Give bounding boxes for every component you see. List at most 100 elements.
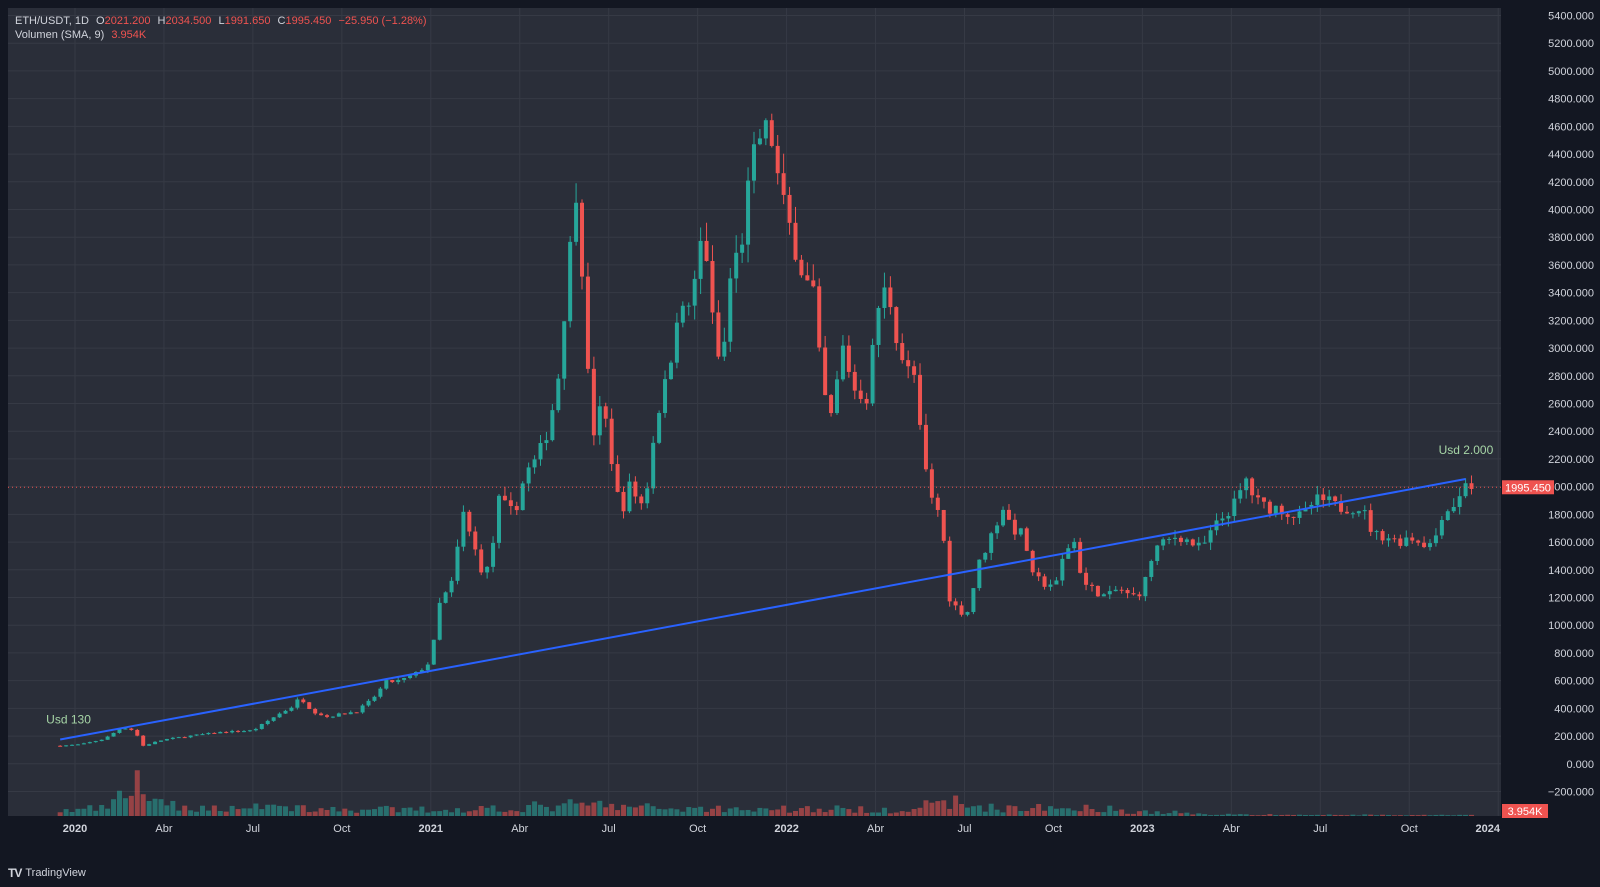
candle-body (301, 699, 306, 703)
candle-body (829, 395, 834, 414)
volume-bar (271, 804, 277, 816)
candle-body (93, 741, 98, 743)
time-tick-label: Oct (333, 823, 350, 835)
volume-bar (217, 810, 223, 816)
volume-bar (1380, 814, 1386, 816)
candle-body (989, 533, 994, 553)
trendline (59, 478, 1466, 741)
volume-bar (538, 804, 544, 816)
candle-body (319, 713, 324, 716)
candle-body (1463, 483, 1468, 497)
volume-bar (1267, 814, 1273, 816)
candle-body (467, 511, 472, 532)
price-tick-label: 2800.000 (1548, 371, 1594, 383)
volume-bar (158, 799, 164, 816)
volume-bar (1261, 814, 1267, 816)
close-label: C (277, 15, 286, 27)
volume-bar (312, 811, 318, 816)
candle-body (1048, 584, 1053, 587)
volume-bar (1439, 814, 1445, 816)
candle-body (787, 194, 792, 223)
volume-bar (1208, 815, 1214, 816)
price-tick-label: −200.000 (1548, 787, 1594, 799)
volume-bar (383, 805, 389, 816)
volume-bar (1385, 814, 1391, 816)
volume-bar (840, 807, 846, 816)
symbol-interval[interactable]: 1D (74, 15, 89, 27)
volume-bar (1344, 815, 1350, 816)
volume-bar (241, 808, 247, 816)
time-tick-label: Jul (246, 823, 260, 835)
candle-body (544, 440, 549, 444)
candle-body (158, 740, 163, 742)
volume-bar (395, 812, 401, 816)
volume-bar (342, 808, 348, 816)
candle-body (1084, 572, 1089, 585)
volume-bar (876, 812, 882, 816)
volume-bar (532, 801, 538, 816)
candle-body (1273, 505, 1278, 514)
candle-body (1362, 510, 1367, 512)
high-value: 2034.500 (165, 15, 212, 27)
candle-body (1125, 590, 1130, 594)
volume-bar (721, 812, 727, 816)
candle-body (259, 723, 264, 729)
symbol-ohlc-row[interactable]: ETH/USDT, 1D O2021.200 H2034.500 L1991.6… (15, 15, 427, 27)
volume-bar (57, 812, 63, 816)
volume-bar (1397, 815, 1403, 816)
candle-body (1149, 561, 1154, 577)
low-value: 1991.650 (224, 15, 271, 27)
candle-body (206, 732, 211, 735)
volume-bar (259, 809, 265, 816)
candle-body (242, 731, 247, 733)
volume-bar (976, 805, 982, 816)
volume-bar (247, 808, 253, 816)
volume-bar (899, 811, 905, 816)
volume-bar (152, 798, 158, 816)
volume-bar (205, 810, 211, 816)
price-tick-label: 800.000 (1554, 648, 1594, 660)
candle-body (372, 696, 377, 701)
volume-bar (1172, 810, 1178, 816)
candle-body (716, 312, 721, 357)
candle-body (840, 345, 845, 380)
volume-bar (223, 811, 229, 816)
volume-indicator-row[interactable]: Volumen (SMA, 9) 3.954K (15, 28, 427, 42)
volume-bar (543, 806, 549, 816)
candle-body (1267, 501, 1272, 514)
candle-body (1339, 500, 1344, 512)
candle-body (918, 374, 923, 425)
candle-body (686, 305, 691, 307)
volume-bar (567, 799, 573, 816)
candle-body (781, 173, 786, 195)
candle-body (597, 406, 602, 436)
time-tick-label: 2024 (1476, 823, 1501, 835)
volume-bar (146, 800, 152, 816)
price-axis[interactable]: 5400.000 5200.000 5000.000 4800.000 4600.000… (1501, 8, 1600, 840)
volume-bar (781, 805, 787, 816)
candle-body (591, 368, 596, 436)
price-tick-label: 1600.000 (1548, 537, 1594, 549)
symbol-pair[interactable]: ETH/USDT (15, 15, 69, 27)
candle-body (188, 735, 193, 738)
candle-body (757, 138, 762, 145)
volume-bar (508, 810, 514, 816)
candle-body (236, 730, 241, 732)
candle-body (265, 720, 270, 724)
time-axis[interactable]: 2020 Abr Jul Oct 2021 Abr Jul Oct 2022 Abr Jul Oct 2… (8, 816, 1501, 840)
candle-body (1244, 478, 1249, 491)
volume-indicator-label[interactable]: Volumen (SMA, 9) (15, 29, 105, 41)
tradingview-branding[interactable]: TV TradingView (8, 866, 86, 880)
candle-body (1238, 490, 1243, 499)
candle-body (111, 732, 116, 737)
volume-bar (1391, 815, 1397, 816)
candle-body (585, 276, 590, 369)
volume-bar (1433, 814, 1439, 816)
volume-bar (615, 810, 621, 816)
candle-body (348, 712, 353, 715)
candle-body (900, 343, 905, 361)
candle-body (995, 525, 1000, 534)
volume-bar (526, 805, 532, 816)
chart-pane[interactable] (8, 8, 1501, 840)
